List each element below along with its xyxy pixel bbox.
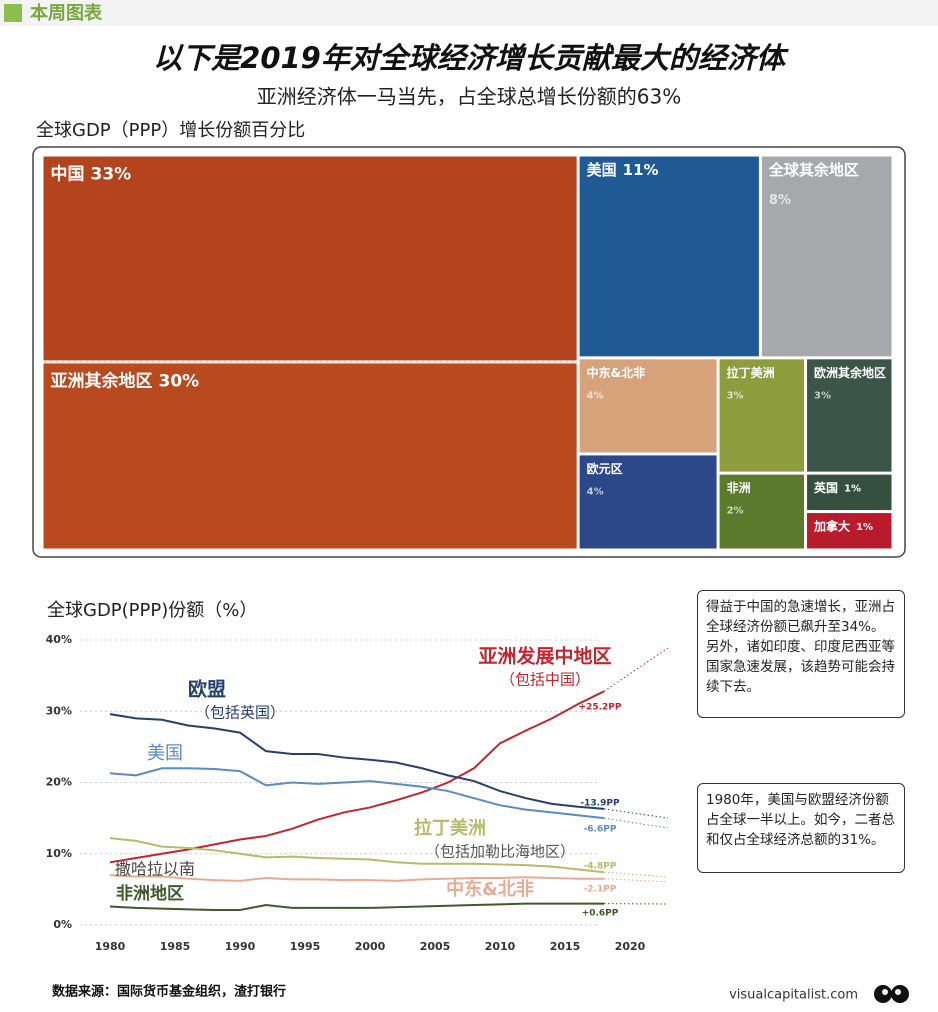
series-line (109, 902, 604, 912)
treemap-value-label: 30% (159, 371, 200, 391)
series-label: 亚洲发展中地区 (478, 645, 611, 668)
x-tick-label: 2010 (485, 940, 516, 953)
callout-asia: 得益于中国的急速增长，亚洲占全球经济份额已飙升至34%。另外，诸如印度、印度尼西… (697, 590, 905, 718)
treemap-value-label: 3% (727, 390, 744, 401)
series-line (109, 874, 604, 882)
logo (874, 985, 909, 1003)
header-band (0, 0, 938, 26)
treemap-title: 全球GDP（PPP）增长份额百分比 (36, 120, 305, 141)
treemap-value-label: 8% (769, 193, 791, 208)
treemap-value-label: 4% (587, 390, 604, 401)
series-label: 中东&北非 (446, 878, 534, 900)
series-label: 撒哈拉以南 (115, 860, 195, 879)
y-tick-label: 30% (46, 704, 72, 717)
series-label: 美国 (147, 743, 183, 764)
series-label: 欧盟 (188, 678, 226, 701)
treemap-cell (719, 359, 805, 472)
series-note: （包括加勒比海地区） (425, 843, 575, 861)
callout-us-eu: 1980年，美国与欧盟经济份额占全球一半以上。如今，二者总和仅占全球经济总额的3… (697, 783, 905, 873)
header-icon (4, 4, 22, 22)
line-chart-title: 全球GDP(PPP)份额（%） (47, 600, 257, 621)
treemap-cell (579, 156, 759, 357)
subtitle: 亚洲经济体一马当先，占全球总增长份额的63% (257, 85, 681, 109)
change-label: -2.1PP (584, 885, 617, 895)
y-tick-label: 40% (46, 633, 72, 646)
treemap-value-label: 1% (844, 484, 861, 495)
leader-line (603, 808, 669, 819)
series-line (109, 713, 605, 810)
treemap-label: 中国 (51, 164, 85, 185)
series-line (109, 837, 605, 874)
y-tick-label: 10% (46, 847, 72, 860)
treemap-cell (719, 474, 805, 549)
leader-line (603, 871, 669, 878)
series-line (109, 767, 605, 820)
leader-line (603, 647, 669, 692)
x-tick-label: 2015 (550, 940, 581, 953)
x-tick-label: 1990 (225, 940, 256, 953)
treemap-label: 全球其余地区 (768, 161, 859, 179)
main-title: 以下是2019年对全球经济增长贡献最大的经济体 (153, 41, 789, 75)
treemap-label: 加拿大 (813, 519, 850, 534)
change-label: -4.8PP (584, 862, 617, 872)
treemap-label: 欧洲其余地区 (814, 365, 886, 380)
series-note: 非洲地区 (116, 883, 184, 904)
x-tick-label: 2005 (420, 940, 451, 953)
y-tick-label: 0% (53, 918, 72, 931)
treemap-label: 美国 (587, 161, 617, 179)
header-tag: 本周图表 (30, 2, 103, 24)
treemap-value-label: 33% (91, 165, 132, 185)
treemap-cell (579, 359, 717, 453)
site: visualcapitalist.com (729, 988, 858, 1003)
change-label: -13.9PP (580, 799, 620, 809)
leader-line (603, 878, 669, 883)
series-note: （包括英国） (195, 704, 285, 722)
treemap-label: 英国 (814, 480, 838, 495)
treemap-cell (807, 359, 892, 472)
treemap-cell (807, 513, 892, 549)
treemap-cell (43, 156, 577, 361)
treemap-value-label: 1% (856, 522, 873, 533)
series-note: （包括中国） (500, 671, 590, 689)
treemap-value-label: 11% (623, 161, 659, 179)
x-tick-label: 2000 (355, 940, 386, 953)
treemap-cell (761, 156, 892, 357)
series-line (109, 690, 605, 864)
x-tick-label: 1985 (160, 940, 191, 953)
change-label: +0.6PP (582, 909, 619, 919)
x-tick-label: 2020 (615, 940, 646, 953)
treemap-value-label: 3% (814, 390, 831, 401)
series-label: 拉丁美洲 (414, 817, 486, 839)
treemap-label: 欧元区 (587, 461, 623, 476)
treemap-label: 非洲 (727, 480, 751, 495)
treemap-frame (32, 146, 906, 558)
treemap-label: 中东&北非 (587, 365, 645, 380)
x-tick-label: 1980 (95, 940, 126, 953)
change-label: -6.6PP (584, 825, 617, 835)
treemap-value-label: 2% (727, 506, 744, 517)
treemap-label: 拉丁美洲 (727, 365, 775, 380)
treemap-cell (579, 455, 717, 549)
treemap-cell (807, 474, 892, 511)
y-tick-label: 20% (46, 776, 72, 789)
treemap-value-label: 4% (587, 486, 604, 497)
x-tick-label: 1995 (290, 940, 321, 953)
source: 数据来源：国际货币基金组织，渣打银行 (52, 984, 286, 1000)
treemap-label: 亚洲其余地区 (51, 370, 153, 391)
change-label: +25.2PP (579, 703, 622, 713)
treemap-cell (43, 363, 577, 549)
leader-line (603, 817, 669, 829)
